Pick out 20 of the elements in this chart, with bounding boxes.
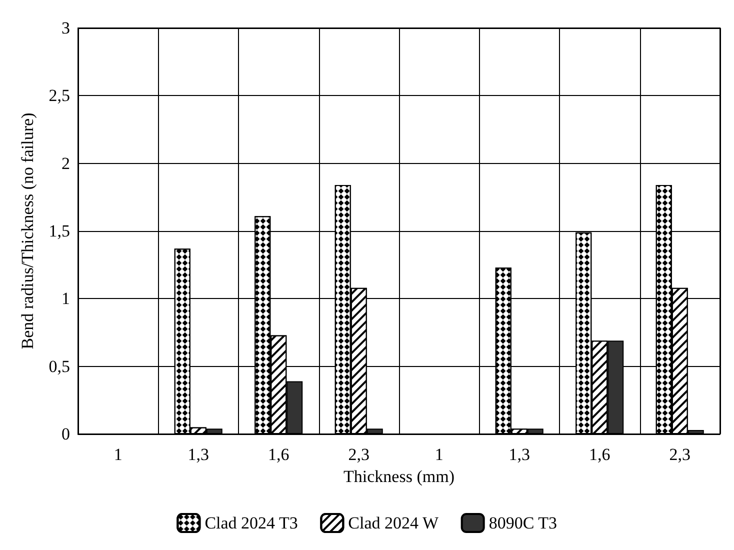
y-tick-label: 2,5: [48, 86, 70, 106]
x-tick-label: 1,6: [589, 445, 610, 464]
x-tick-label: 1: [434, 445, 444, 464]
y-tick-label: 2: [62, 154, 70, 173]
legend-label: 8090C T3: [488, 514, 558, 532]
x-tick-label: 2,3: [669, 445, 690, 464]
x-tick-label: 1,6: [268, 445, 290, 464]
legend-label: Clad 2024 T3: [204, 514, 298, 532]
y-axis-title: Bend radius/Thickness (no failure): [18, 112, 37, 350]
y-tick-label: 0: [62, 424, 70, 444]
y-tick-label: 1: [62, 289, 70, 308]
x-tick-label: 1: [114, 445, 122, 464]
legend-label: Clad 2024 W: [348, 514, 440, 532]
y-tick-label: 1,5: [48, 222, 70, 240]
x-tick-label: 1,3: [188, 445, 209, 464]
y-tick-label: 3: [62, 18, 70, 38]
x-tick-label: 1,3: [508, 445, 530, 464]
x-tick-label: 2,3: [348, 445, 370, 464]
y-tick-label: 0,5: [48, 356, 70, 376]
x-axis-title: Thickness (mm): [344, 466, 454, 486]
